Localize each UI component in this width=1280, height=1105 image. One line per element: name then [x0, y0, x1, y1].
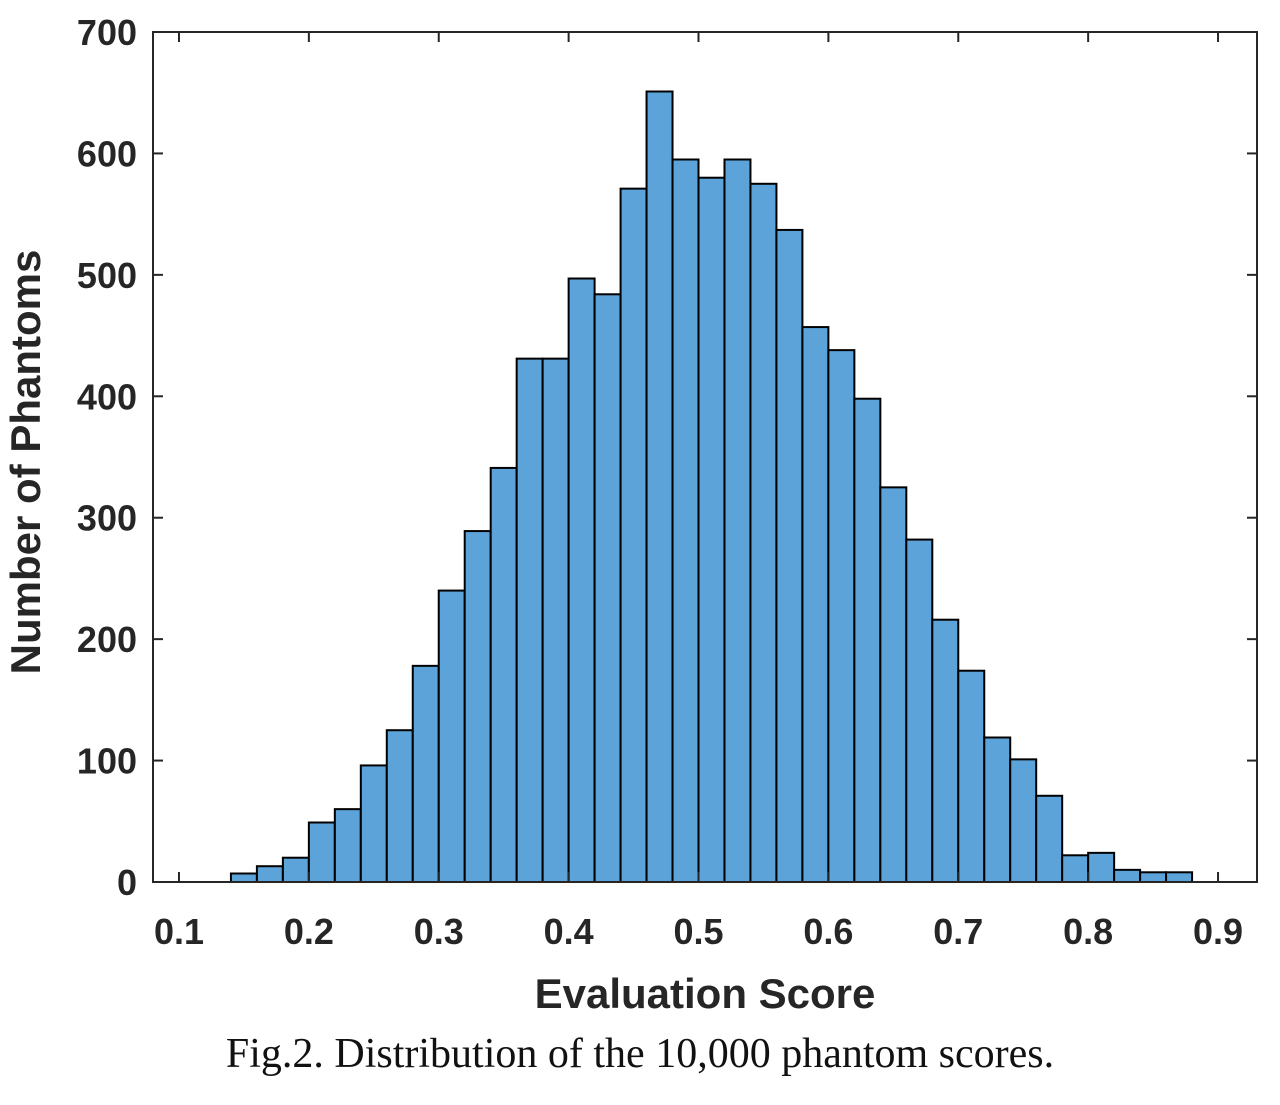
histogram-bar	[515, 357, 544, 883]
x-tick-label: 0.6	[803, 911, 853, 952]
x-tick-label: 0.2	[284, 911, 334, 952]
histogram-bar	[1139, 871, 1168, 883]
histogram-bar	[1009, 758, 1038, 883]
histogram-bar	[1087, 851, 1116, 883]
histogram-bar	[723, 158, 752, 883]
figure-caption: Fig.2. Distribution of the 10,000 phanto…	[225, 1031, 1055, 1077]
histogram-bar	[437, 589, 466, 883]
histogram-bar	[567, 277, 596, 883]
histogram-bar	[931, 618, 960, 883]
histogram-bar	[957, 669, 986, 884]
x-axis-title: Evaluation Score	[535, 970, 876, 1017]
histogram-bar	[593, 293, 622, 883]
y-tick-label: 400	[77, 376, 137, 417]
histogram-bar	[1035, 794, 1064, 883]
histogram-bar	[229, 872, 258, 883]
x-tick-labels: 0.1 0.2 0.3 0.4 0.5 0.6 0.7 0.8 0.9	[154, 911, 1243, 952]
histogram-bar	[853, 397, 882, 883]
histogram-bar	[879, 486, 908, 883]
y-axis-title: Number of Phantoms	[2, 250, 49, 675]
histogram-bar	[775, 228, 804, 883]
y-tick-label: 700	[77, 12, 137, 53]
axes-box	[152, 31, 1258, 883]
y-tick-label: 600	[77, 133, 137, 174]
y-tick-label: 300	[77, 498, 137, 539]
histogram-bar	[801, 326, 830, 884]
y-tick-labels: 0 100 200 300 400 500 600 700	[77, 12, 137, 903]
histogram-bar	[489, 466, 518, 883]
ticks-group	[153, 31, 1257, 883]
histogram-bar	[671, 158, 700, 883]
y-tick-label: 200	[77, 619, 137, 660]
x-tick-label: 0.5	[673, 911, 723, 952]
x-tick-label: 0.3	[414, 911, 464, 952]
x-tick-label: 0.7	[933, 911, 983, 952]
bars-group	[229, 90, 1194, 884]
histogram-bar	[749, 182, 778, 884]
histogram-bar	[645, 90, 674, 883]
histogram-bar	[307, 821, 336, 883]
y-tick-label: 500	[77, 255, 137, 296]
histogram-bar	[1165, 871, 1194, 883]
x-tick-label: 0.4	[544, 911, 594, 952]
histogram-bar	[411, 664, 440, 883]
histogram-bar	[333, 808, 362, 884]
histogram-bar	[385, 729, 414, 884]
histogram-bar	[827, 349, 856, 883]
histogram-bar	[619, 187, 648, 883]
histogram-bar	[281, 856, 310, 884]
histogram-bar	[1061, 854, 1090, 883]
histogram-bar	[697, 176, 726, 883]
y-tick-label: 100	[77, 741, 137, 782]
histogram-bar	[983, 736, 1012, 883]
histogram-bar	[463, 530, 492, 883]
x-tick-label: 0.9	[1193, 911, 1243, 952]
histogram-bar	[905, 538, 934, 883]
histogram-bar	[255, 865, 284, 884]
histogram-bar	[541, 357, 570, 883]
y-tick-label: 0	[117, 862, 137, 903]
x-tick-label: 0.8	[1063, 911, 1113, 952]
histogram-bar	[359, 764, 388, 884]
histogram-chart: 0.1 0.2 0.3 0.4 0.5 0.6 0.7 0.8 0.9 0 100 200 300 40…	[2, 12, 1258, 1017]
histogram-bar	[1113, 868, 1142, 883]
x-tick-label: 0.1	[154, 911, 204, 952]
